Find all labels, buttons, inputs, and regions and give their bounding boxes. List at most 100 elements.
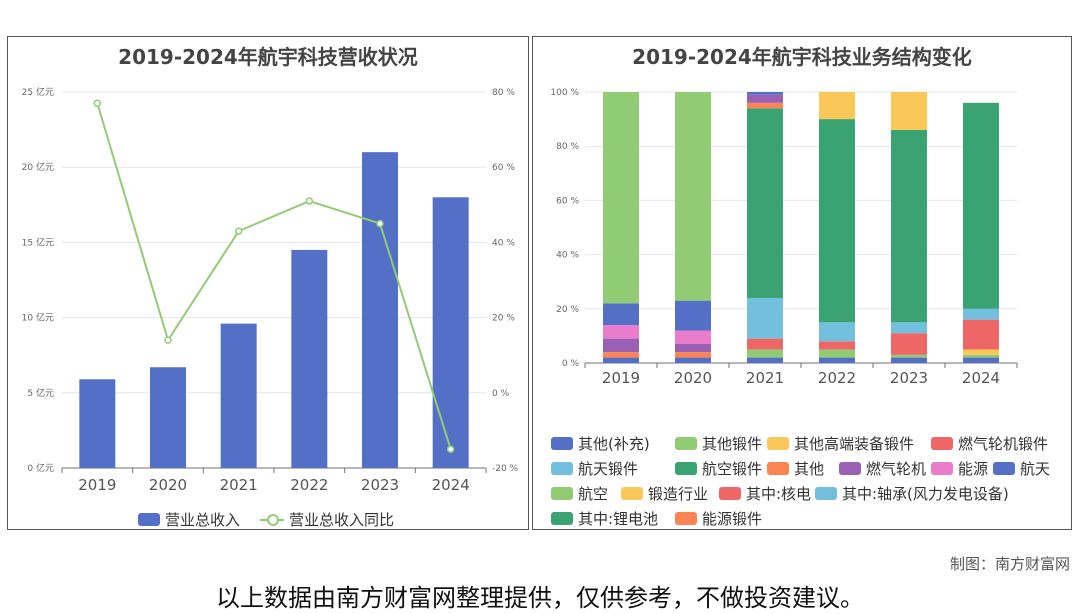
- stack-segment: [603, 303, 639, 326]
- legend-label: 其他: [794, 460, 825, 478]
- revenue-chart-title: 2019-2024年航宇科技营收状况: [118, 45, 418, 69]
- legend-swatch-bar: [138, 513, 160, 526]
- y-tick-label: 25 亿元: [22, 86, 54, 98]
- legend-label: 锻造行业: [648, 485, 709, 503]
- stack-segment: [963, 357, 999, 363]
- legend-item[interactable]: 其他: [767, 458, 824, 479]
- legend-swatch: [551, 462, 573, 475]
- x-tick-label: 2020: [149, 476, 187, 494]
- legend-label: 航空: [578, 485, 609, 503]
- legend-swatch: [839, 462, 861, 475]
- legend-item[interactable]: 燃气轮机锻件: [931, 433, 1048, 454]
- y2-tick-label: 40 %: [492, 238, 515, 248]
- y2-tick-label: 20 %: [492, 314, 515, 324]
- revenue-bar: [79, 379, 116, 468]
- revenue-chart-panel: 2019-2024年航宇科技营收状况 0 亿元 5 亿元 10 亿元 15 亿元 20 …: [7, 36, 529, 530]
- credit-text: 制图：南方财富网: [949, 555, 1070, 573]
- revenue-bar: [432, 197, 469, 468]
- y2-tick-label: -20 %: [492, 464, 519, 474]
- legend-item[interactable]: 其中:核电: [719, 483, 811, 504]
- stack-segment: [603, 338, 639, 353]
- stack-segment: [747, 349, 783, 358]
- stack-segment: [819, 322, 855, 342]
- x-tick-label: 2023: [890, 369, 928, 387]
- legend-item-revenue[interactable]: 营业总收入: [138, 509, 240, 530]
- legend-label: 其他锻件: [702, 435, 763, 453]
- legend-swatch-line: [260, 513, 284, 526]
- legend-swatch: [719, 487, 741, 500]
- disclaimer-text: 以上数据由南方财富网整理提供，仅供参考，不做投资建议。: [216, 584, 864, 612]
- legend-label: 能源锻件: [702, 510, 763, 528]
- x-tick-label: 2020: [674, 369, 712, 387]
- stack-segment: [819, 349, 855, 358]
- stack-segment: [891, 322, 927, 334]
- legend-item[interactable]: 航空: [551, 483, 608, 504]
- legend-swatch: [815, 487, 837, 500]
- legend-item[interactable]: 锻造行业: [621, 483, 708, 504]
- y-tick-label: 60 %: [556, 196, 579, 206]
- y-tick-label: 40 %: [556, 251, 579, 261]
- legend-item-revenue-yoy[interactable]: 营业总收入同比: [260, 509, 394, 530]
- structure-chart-title: 2019-2024年航宇科技业务结构变化: [632, 45, 972, 69]
- stack-segment: [963, 349, 999, 355]
- legend-swatch: [621, 487, 643, 500]
- y-tick-label: 0 亿元: [27, 462, 54, 474]
- legend-item[interactable]: 航天: [993, 458, 1050, 479]
- revenue-yoy-point: [93, 99, 102, 108]
- legend-label-revenue-yoy: 营业总收入同比: [289, 511, 395, 529]
- stack-segment: [675, 344, 711, 353]
- legend-label: 航天: [1020, 460, 1051, 478]
- y-tick-label: 20 亿元: [22, 161, 54, 173]
- legend-item[interactable]: 能源锻件: [675, 508, 762, 529]
- stack-segment: [675, 92, 711, 301]
- legend-item[interactable]: 其他(补充): [551, 433, 650, 454]
- x-tick-label: 2022: [290, 476, 328, 494]
- stack-segment: [891, 92, 927, 130]
- legend-label: 燃气轮机: [866, 460, 927, 478]
- stack-segment: [963, 319, 999, 350]
- stack-segment: [819, 92, 855, 120]
- revenue-chart-svg: 0 亿元 5 亿元 10 亿元 15 亿元 20 亿元 25 亿元 -20 % 0 % 20 %…: [22, 86, 519, 494]
- legend-item[interactable]: 能源: [931, 458, 988, 479]
- y-tick-label: 20 %: [556, 305, 579, 315]
- stack-segment: [963, 354, 999, 358]
- legend-item[interactable]: 其他高端装备锻件: [767, 433, 914, 454]
- stack-segment: [747, 102, 783, 109]
- legend-item[interactable]: 航天锻件: [551, 458, 638, 479]
- legend-label-revenue: 营业总收入: [165, 511, 241, 529]
- revenue-yoy-point: [376, 219, 384, 228]
- stack-segment: [603, 325, 639, 339]
- legend-label: 其中:核电: [746, 485, 812, 503]
- stack-segment: [603, 92, 639, 304]
- legend-item[interactable]: 燃气轮机: [839, 458, 926, 479]
- legend-label: 其中:锂电池: [578, 510, 659, 528]
- stack-segment: [891, 333, 927, 355]
- x-tick-label: 2023: [361, 476, 399, 494]
- structure-chart-svg: 0 % 20 % 40 % 60 % 80 % 100 % 2019 2020 2021 2022…: [550, 88, 1018, 387]
- stack-segment: [675, 357, 711, 363]
- legend-item[interactable]: 其他锻件: [675, 433, 762, 454]
- y-tick-label: 0 %: [562, 359, 580, 369]
- stack-segment: [603, 357, 639, 363]
- stack-segment: [675, 300, 711, 331]
- x-tick-label: 2022: [818, 369, 856, 387]
- legend-item[interactable]: 其中:轴承(风力发电设备): [815, 483, 1009, 504]
- legend-swatch: [675, 437, 697, 450]
- stack-segment: [747, 338, 783, 350]
- legend-swatch: [993, 462, 1015, 475]
- revenue-yoy-point: [305, 197, 314, 205]
- stack-segment: [963, 102, 999, 309]
- stack-segment: [891, 129, 927, 323]
- x-tick-label: 2021: [220, 476, 258, 494]
- stack-segment: [747, 108, 783, 298]
- y-tick-label: 15 亿元: [22, 236, 54, 248]
- revenue-yoy-point: [234, 227, 243, 235]
- revenue-bar: [150, 367, 186, 468]
- stack-segment: [891, 354, 927, 358]
- y2-tick-label: 80 %: [492, 88, 515, 98]
- stack-segment: [819, 341, 855, 350]
- revenue-bar: [362, 152, 398, 468]
- legend-swatch: [931, 437, 953, 450]
- legend-item[interactable]: 其中:锂电池: [551, 508, 658, 529]
- legend-item[interactable]: 航空锻件: [675, 458, 762, 479]
